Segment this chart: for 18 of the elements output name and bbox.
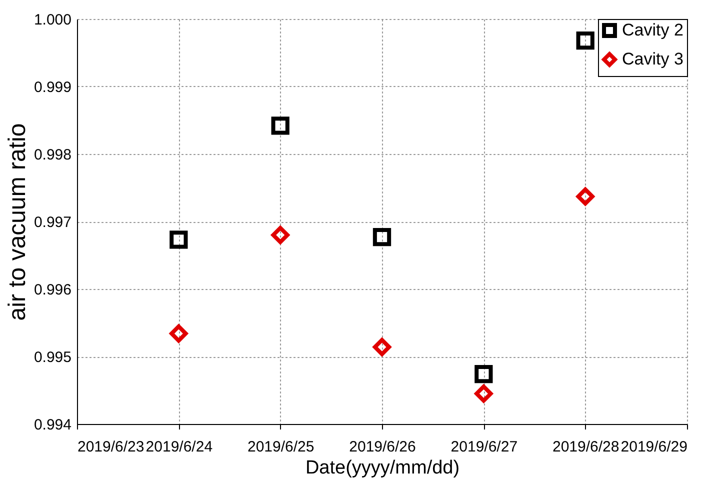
x-tick-label: 2019/6/24 [146, 438, 213, 456]
y-tick-label: 0.995 [34, 349, 72, 366]
x-tick-label: 2019/6/28 [552, 438, 620, 456]
x-tick-label: 2019/6/25 [247, 438, 314, 456]
x-tick-label: 2019/6/27 [450, 438, 518, 456]
legend-label: Cavity 2 [622, 20, 684, 40]
y-tick-label: 0.994 [34, 416, 72, 434]
y-axis-title: air to vacuum ratio [4, 123, 31, 321]
y-tick-label: 0.998 [34, 146, 72, 164]
legend-label: Cavity 3 [622, 50, 684, 68]
y-tick-label: 0.997 [34, 214, 72, 231]
x-axis-title: Date(yyyy/mm/dd) [305, 458, 460, 478]
y-tick-label: 0.996 [34, 282, 72, 298]
y-tick-label: 0.999 [34, 79, 72, 96]
x-tick-label: 2019/6/26 [349, 438, 416, 456]
y-tick-label: 1.000 [34, 12, 72, 28]
x-tick-label: 2019/6/23 [78, 438, 144, 456]
x-tick-label: 2019/6/29 [620, 438, 688, 456]
